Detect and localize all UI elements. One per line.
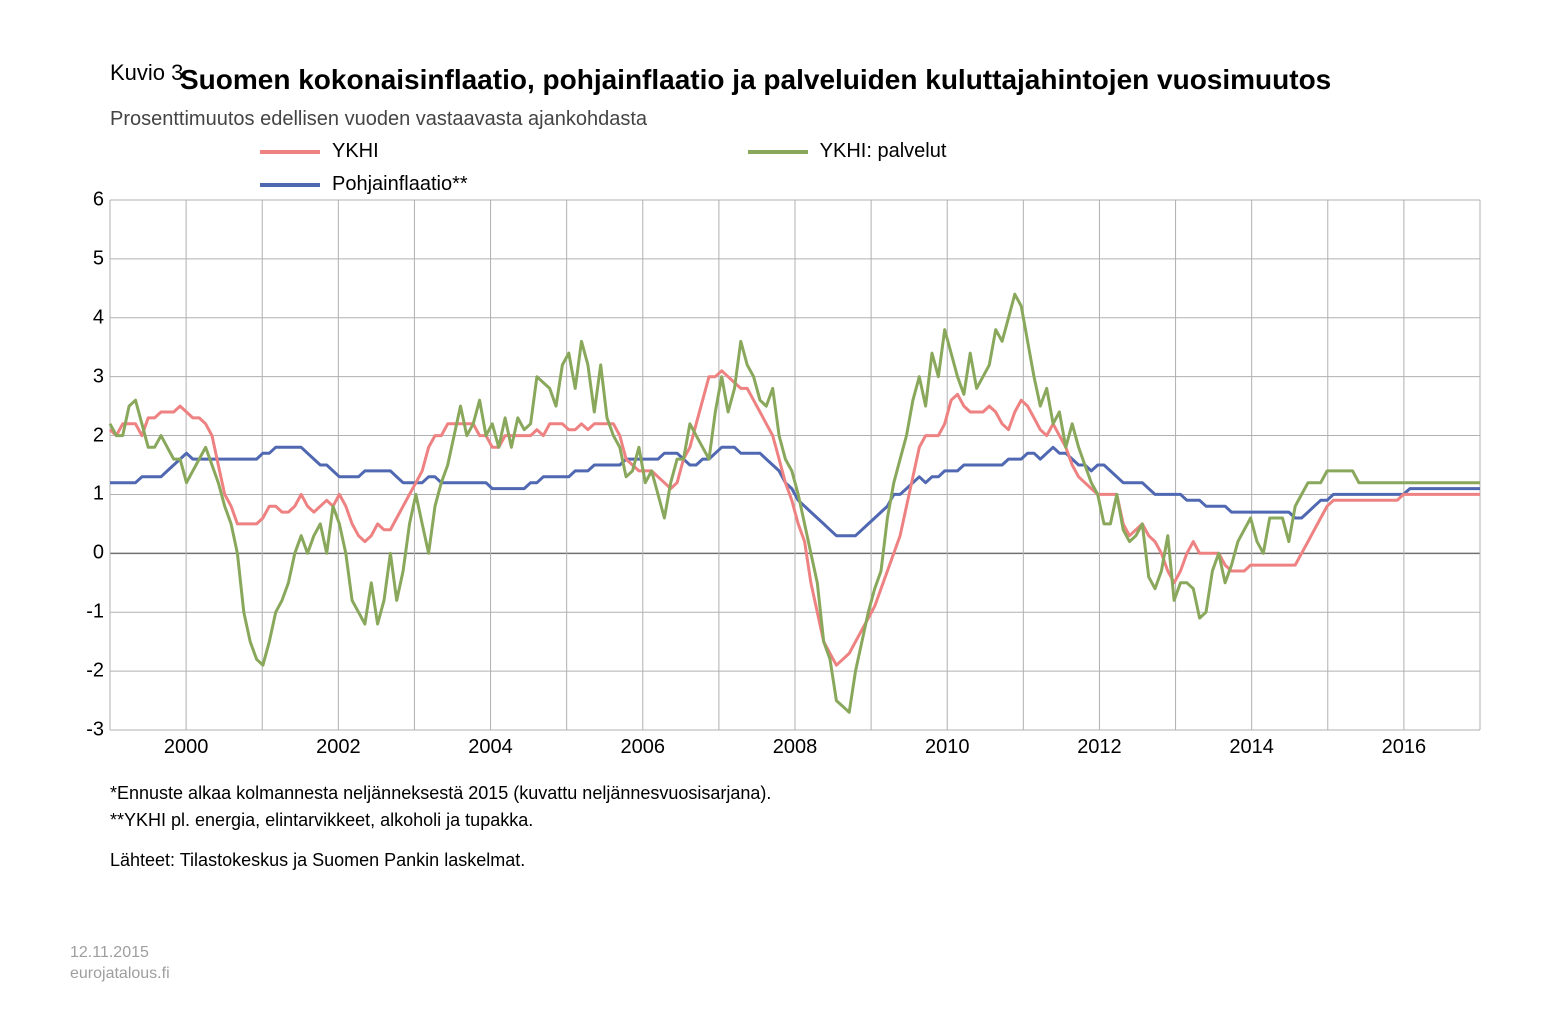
- y-tick-label: 1: [93, 483, 104, 506]
- y-tick-label: -1: [86, 601, 104, 624]
- chart-number: Kuvio 3.: [110, 60, 190, 86]
- y-axis-labels: -3-2-10123456: [60, 200, 104, 730]
- y-tick-label: 2: [93, 424, 104, 447]
- y-tick-label: 5: [93, 247, 104, 270]
- plot-area: [110, 200, 1480, 730]
- legend-label: YKHI: palvelut: [820, 140, 947, 163]
- chart-title: Suomen kokonaisinflaatio, pohjainflaatio…: [180, 64, 1331, 96]
- meta-block: 12.11.2015 eurojatalous.fi: [70, 943, 170, 985]
- line-chart-svg: [110, 200, 1480, 730]
- x-tick-label: 2002: [316, 736, 361, 759]
- y-tick-label: 3: [93, 365, 104, 388]
- y-tick-label: 0: [93, 542, 104, 565]
- y-tick-label: 4: [93, 306, 104, 329]
- source-label: Lähteet: Tilastokeskus ja Suomen Pankin …: [110, 850, 525, 871]
- x-tick-label: 2004: [468, 736, 513, 759]
- x-tick-label: 2014: [1229, 736, 1274, 759]
- legend-swatch-2: [260, 183, 320, 187]
- legend-item: Pohjainflaatio**: [260, 173, 468, 196]
- chart-subtitle: Prosenttimuutos edellisen vuoden vastaav…: [110, 108, 647, 131]
- x-tick-label: 2008: [773, 736, 818, 759]
- legend-swatch-0: [260, 150, 320, 154]
- y-tick-label: -2: [86, 660, 104, 683]
- legend: YKHI Pohjainflaatio** YKHI: palvelut: [260, 140, 946, 196]
- x-tick-label: 2016: [1382, 736, 1427, 759]
- legend-item: YKHI: palvelut: [748, 140, 947, 163]
- x-tick-label: 2012: [1077, 736, 1122, 759]
- x-axis-labels: 2000 2002 2004 2006 2008 2010 2012 2014 2016: [110, 736, 1480, 762]
- meta-date: 12.11.2015: [70, 943, 170, 964]
- legend-item: YKHI: [260, 140, 468, 163]
- x-tick-label: 2006: [621, 736, 666, 759]
- x-tick-label: 2000: [164, 736, 209, 759]
- meta-site: eurojatalous.fi: [70, 964, 170, 985]
- y-tick-label: -3: [86, 719, 104, 742]
- x-tick-label: 2010: [925, 736, 970, 759]
- footnote: *Ennuste alkaa kolmannesta neljänneksest…: [110, 780, 771, 834]
- y-tick-label: 6: [93, 189, 104, 212]
- legend-label: YKHI: [332, 140, 379, 163]
- legend-label: Pohjainflaatio**: [332, 173, 468, 196]
- legend-swatch-1: [748, 150, 808, 154]
